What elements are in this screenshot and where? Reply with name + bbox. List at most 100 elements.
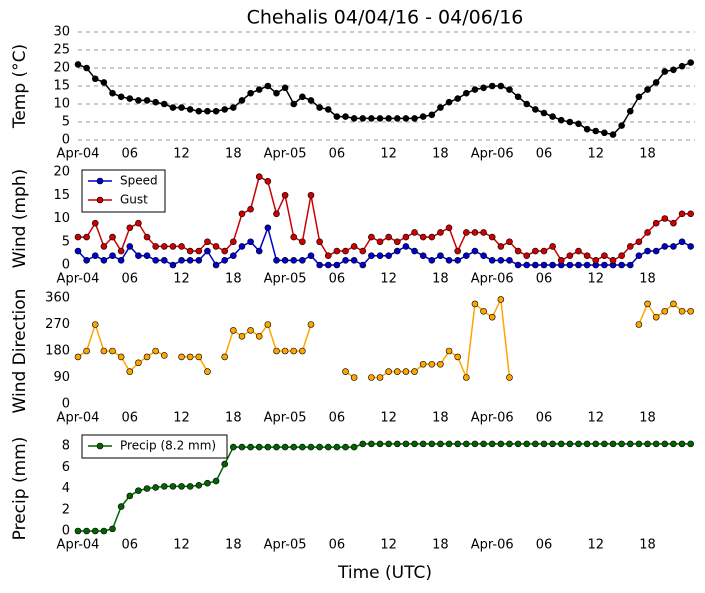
marker	[195, 257, 203, 264]
marker	[204, 238, 211, 246]
marker	[204, 107, 211, 115]
x-tick-label: Apr-05	[264, 538, 307, 553]
marker	[186, 247, 194, 255]
marker	[437, 360, 444, 368]
x-tick-label: Apr-05	[264, 411, 307, 426]
marker	[255, 86, 263, 93]
marker	[480, 307, 487, 315]
marker	[169, 104, 177, 111]
marker	[471, 440, 479, 448]
marker	[91, 219, 99, 227]
y-tick-label: 0	[62, 524, 70, 539]
marker	[488, 440, 496, 448]
marker	[419, 440, 427, 448]
marker	[402, 440, 410, 448]
marker	[601, 440, 608, 448]
marker	[74, 233, 82, 241]
marker	[264, 443, 272, 451]
marker	[480, 440, 487, 448]
marker	[247, 443, 254, 451]
x-tick-label: Apr-06	[471, 411, 514, 426]
marker	[74, 61, 82, 68]
marker	[195, 107, 203, 115]
marker	[618, 261, 625, 269]
marker	[514, 261, 522, 269]
marker	[221, 106, 228, 113]
marker	[350, 243, 358, 250]
marker	[506, 86, 513, 93]
x-tick-label: Apr-04	[57, 272, 100, 287]
marker	[247, 327, 254, 334]
marker	[281, 347, 289, 355]
y-tick-label: 0	[62, 397, 70, 412]
marker	[117, 93, 125, 101]
marker	[230, 327, 237, 334]
x-tick-label: 06	[122, 538, 139, 553]
marker	[100, 527, 108, 535]
marker	[376, 238, 384, 246]
y-tick-label: 270	[45, 317, 70, 332]
y-axis-label: Wind Direction	[10, 289, 30, 414]
marker	[83, 233, 90, 241]
x-tick-label: 12	[587, 147, 604, 162]
legend-label: Speed	[120, 174, 158, 188]
marker	[135, 487, 142, 494]
marker	[152, 257, 159, 264]
marker	[152, 243, 159, 250]
marker	[316, 104, 323, 111]
marker	[411, 229, 418, 236]
marker	[609, 131, 617, 138]
marker	[230, 238, 237, 246]
marker	[445, 224, 453, 232]
x-tick-label: Apr-04	[57, 538, 100, 553]
marker	[687, 307, 694, 315]
legend-box	[81, 434, 228, 459]
y-tick-label: 20	[53, 165, 70, 180]
x-tick-label: 06	[329, 272, 346, 287]
marker	[445, 440, 453, 448]
marker	[506, 238, 513, 246]
marker	[480, 229, 487, 236]
x-tick-label: 06	[329, 411, 346, 426]
x-tick-label: 18	[225, 147, 242, 162]
marker	[497, 296, 505, 303]
marker	[160, 100, 168, 108]
y-tick-label: 15	[53, 188, 70, 203]
marker	[212, 477, 220, 485]
x-tick-label: 12	[380, 538, 397, 553]
marker	[557, 116, 565, 124]
marker	[463, 229, 470, 236]
marker	[109, 525, 116, 533]
marker	[255, 443, 263, 451]
marker	[652, 313, 660, 321]
marker	[385, 115, 392, 122]
marker	[74, 527, 82, 535]
marker	[661, 68, 669, 75]
marker	[324, 261, 332, 269]
marker	[299, 238, 306, 246]
marker	[290, 347, 298, 355]
legend-label: Precip (8.2 mm)	[120, 439, 216, 453]
x-tick-label: 06	[536, 538, 553, 553]
marker	[626, 243, 634, 250]
marker	[661, 243, 669, 250]
marker	[652, 440, 660, 448]
marker	[471, 86, 479, 93]
marker	[281, 191, 289, 199]
x-tick-label: 12	[587, 411, 604, 426]
y-tick-label: 360	[45, 291, 70, 306]
marker	[480, 84, 487, 92]
marker	[333, 113, 341, 120]
line	[78, 175, 691, 262]
y-tick-label: 0	[62, 258, 70, 273]
marker	[626, 261, 634, 269]
marker	[402, 233, 410, 241]
marker	[160, 257, 168, 264]
x-tick-label: 06	[329, 147, 346, 162]
x-tick-label: 18	[225, 538, 242, 553]
marker	[359, 440, 367, 448]
marker	[307, 97, 315, 104]
marker	[678, 238, 686, 246]
marker	[635, 238, 643, 246]
y-tick-label: 20	[53, 61, 70, 76]
